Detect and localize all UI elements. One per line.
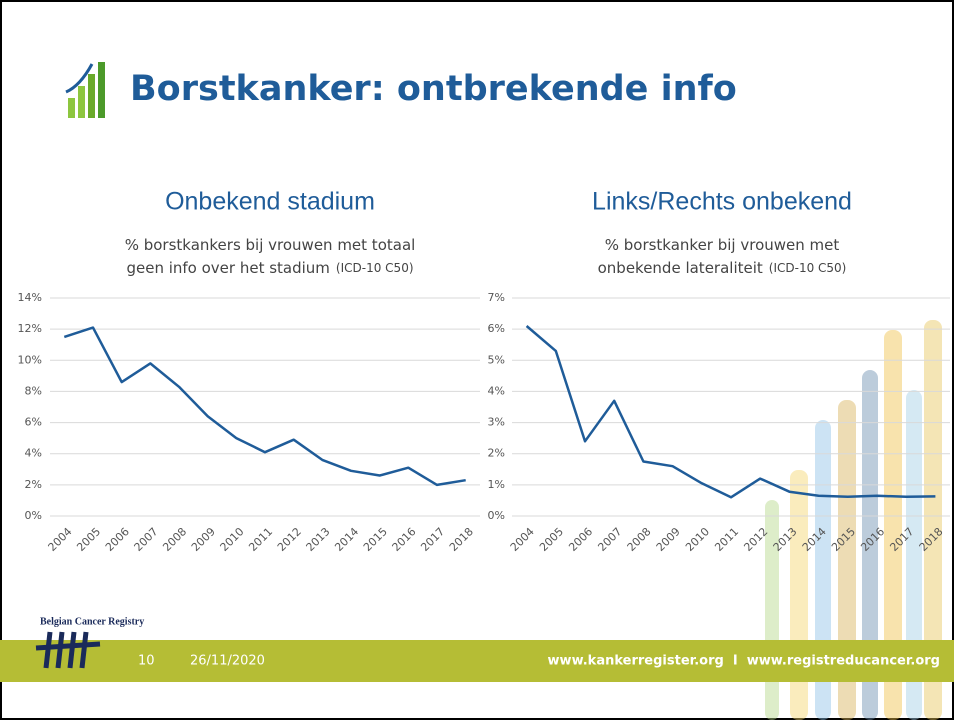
data-line [63, 326, 466, 487]
subtitle-line: % borstkanker bij vrouwen met [605, 236, 840, 254]
chart-title: Links/Rechts onbekend [592, 188, 852, 216]
y-tick-label: 14% [18, 291, 42, 304]
slide-title: Borstkanker: ontbrekende info [130, 69, 737, 109]
y-tick-label: 5% [488, 353, 505, 366]
y-tick-label: 8% [25, 384, 42, 397]
chart-subtitle: geen info over het stadium (ICD-10 C50) [126, 259, 413, 277]
chart-subtitle: onbekende lateraliteit (ICD-10 C50) [598, 259, 847, 277]
y-tick-label: 10% [18, 353, 42, 366]
registry-logo [35, 631, 101, 669]
data-line [525, 325, 936, 499]
logo-icon [65, 62, 105, 118]
footer-bar [0, 640, 954, 682]
y-tick-label: 6% [25, 416, 42, 429]
subtitle-line: % borstkankers bij vrouwen met totaal [125, 236, 416, 254]
y-tick-label: 6% [488, 322, 505, 335]
registry-name: Belgian Cancer Registry [40, 616, 144, 627]
y-tick-label: 0% [25, 509, 42, 522]
chart-subtitle: % borstkankers bij vrouwen met totaal [125, 236, 416, 254]
y-tick-label: 2% [25, 478, 42, 491]
y-tick-label: 1% [488, 478, 505, 491]
y-tick-label: 4% [488, 384, 505, 397]
y-tick-label: 0% [488, 509, 505, 522]
chart-title: Onbekend stadium [165, 188, 375, 216]
y-tick-label: 12% [18, 322, 42, 335]
date: 26/11/2020 [190, 654, 265, 669]
chart-subtitle: % borstkanker bij vrouwen met [605, 236, 840, 254]
y-tick-label: 3% [488, 416, 505, 429]
y-tick-label: 2% [488, 447, 505, 460]
subtitle-line: onbekende lateraliteit [598, 259, 763, 277]
subtitle-note: (ICD-10 C50) [769, 261, 847, 275]
subtitle-line: geen info over het stadium [126, 259, 329, 277]
subtitle-note: (ICD-10 C50) [336, 261, 414, 275]
y-tick-label: 4% [25, 447, 42, 460]
y-tick-label: 7% [488, 291, 505, 304]
footer-links: www.kankerregister.org I www.registreduc… [548, 654, 940, 669]
page-number: 10 [138, 654, 155, 669]
